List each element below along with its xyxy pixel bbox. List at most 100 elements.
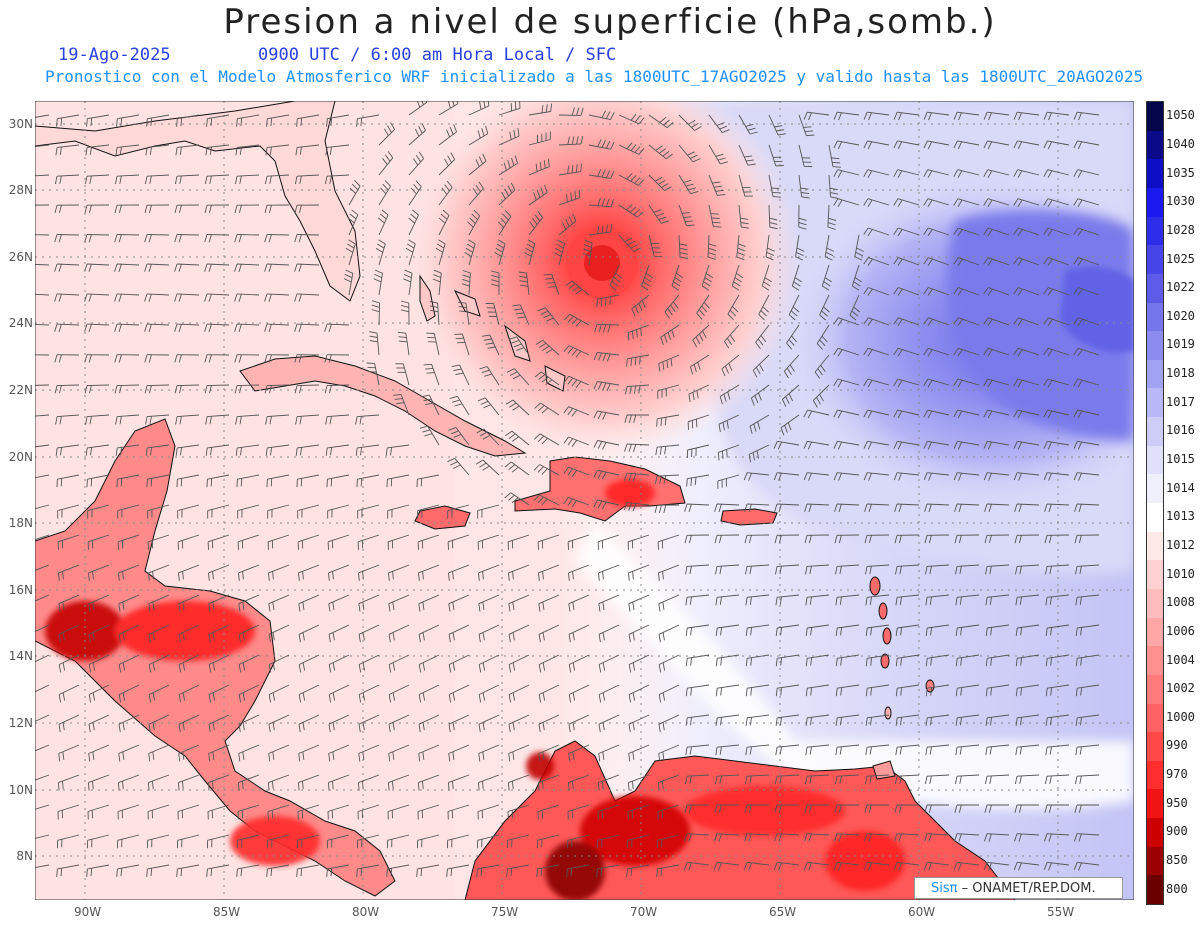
wind-barb-flag: [392, 751, 395, 760]
wind-barb-flag: [208, 293, 212, 302]
wind-barb-flag: [659, 148, 666, 154]
wind-barb: [179, 654, 200, 665]
wind-barb-flag: [711, 217, 720, 219]
wind-barb-flag: [726, 449, 728, 458]
wind-barb: [765, 234, 770, 257]
wind-barb-flag: [750, 627, 753, 636]
wind-barb-flag: [837, 349, 843, 357]
wind-barb-flag: [958, 804, 962, 813]
wind-barb-flag: [626, 868, 628, 877]
wind-barb: [1047, 111, 1070, 116]
wind-barb-flag: [748, 454, 752, 463]
wind-barb-flag: [568, 694, 572, 703]
wind-barb-flag: [117, 782, 120, 791]
wind-barb-flag: [900, 627, 903, 636]
wind-barb-flag: [834, 535, 838, 544]
wind-barb-flag: [798, 226, 807, 230]
wind-barb: [628, 714, 650, 725]
wind-barb: [116, 234, 140, 236]
wind-barb-flag: [1013, 140, 1018, 149]
wind-barb-flag: [837, 199, 843, 208]
wind-barb: [178, 594, 200, 605]
wind-barb-flag: [688, 393, 691, 402]
wind-barb-flag: [444, 184, 450, 192]
wind-barb-flag: [475, 184, 481, 192]
wind-barb-flag: [606, 383, 611, 392]
wind-barb-flag: [518, 271, 527, 274]
wind-barb-flag: [754, 395, 759, 404]
wind-barb-flag: [118, 634, 121, 643]
wind-barb: [117, 444, 140, 449]
wind-barb-flag: [212, 692, 216, 701]
wind-barb-flag: [567, 347, 574, 354]
wind-barb-flag: [508, 336, 517, 340]
wind-barb-flag: [118, 664, 122, 673]
wind-barb: [776, 503, 800, 506]
wind-barb: [178, 714, 200, 725]
wind-barb: [378, 214, 389, 236]
wind-barb-flag: [561, 221, 567, 230]
wind-barb-flag: [692, 158, 701, 163]
wind-barb: [1047, 409, 1070, 416]
wind-barb-flag: [983, 140, 988, 149]
wind-barb-flag: [1079, 566, 1082, 575]
wind-barb-flag: [716, 122, 725, 126]
wind-barb-flag: [88, 724, 91, 733]
color-scale-label: 1014: [1166, 480, 1195, 495]
wind-barb-flag: [838, 472, 842, 481]
wind-barb: [597, 381, 620, 386]
wind-barb-flag: [238, 603, 241, 612]
wind-barb-flag: [118, 724, 121, 733]
wind-barb: [237, 444, 260, 449]
wind-barb: [35, 624, 50, 633]
wind-barb-flag: [349, 213, 357, 220]
wind-barb-flag: [487, 101, 490, 106]
wind-barb: [86, 384, 110, 387]
wind-barb: [627, 834, 650, 841]
wind-barb-flag: [778, 472, 782, 481]
wind-barb-flag: [120, 447, 123, 456]
wind-barb-flag: [550, 103, 553, 112]
wind-barb-flag: [805, 627, 808, 636]
wind-barb-flag: [984, 503, 988, 512]
wind-barb-flag: [362, 751, 365, 760]
wind-barb: [237, 114, 260, 120]
wind-barb-flag: [712, 221, 721, 224]
wind-barb-flag: [462, 270, 471, 274]
wind-barb-flag: [267, 782, 270, 791]
wind-barb: [268, 774, 290, 784]
wind-barb: [358, 744, 380, 754]
wind-barb-flag: [685, 597, 688, 606]
wind-barb: [327, 144, 350, 148]
wind-barb-flag: [392, 601, 395, 610]
wind-barb: [597, 864, 620, 870]
wind-barb-flag: [809, 775, 812, 784]
wind-barb: [926, 503, 950, 506]
wind-barb: [493, 303, 500, 326]
wind-barb-flag: [54, 205, 58, 214]
wind-barb-flag: [482, 781, 484, 790]
wind-barb-flag: [90, 478, 93, 487]
wind-barb-flag: [985, 627, 988, 636]
wind-barb-flag: [983, 257, 989, 265]
wind-barb: [297, 834, 320, 841]
wind-barb-flag: [1048, 472, 1052, 481]
wind-barb-flag: [870, 687, 873, 696]
color-swatch: [1147, 789, 1163, 819]
wind-barb-flag: [808, 504, 812, 513]
wind-barb-flag: [953, 409, 958, 418]
wind-barb: [1078, 287, 1100, 296]
wind-barb-flag: [358, 724, 361, 733]
wind-barb-flag: [719, 396, 723, 405]
wind-barb-flag: [567, 498, 573, 506]
wind-barb: [89, 684, 110, 695]
wind-barb-flag: [634, 305, 639, 314]
color-swatch: [1147, 130, 1163, 160]
wind-barb-flag: [602, 722, 605, 731]
wind-barb-flag: [656, 868, 658, 877]
wind-barb: [824, 234, 830, 257]
wind-barb-flag: [791, 335, 798, 343]
wind-barb-flag: [568, 283, 576, 289]
wind-barb-flag: [753, 423, 757, 432]
wind-barb-flag: [867, 441, 873, 450]
